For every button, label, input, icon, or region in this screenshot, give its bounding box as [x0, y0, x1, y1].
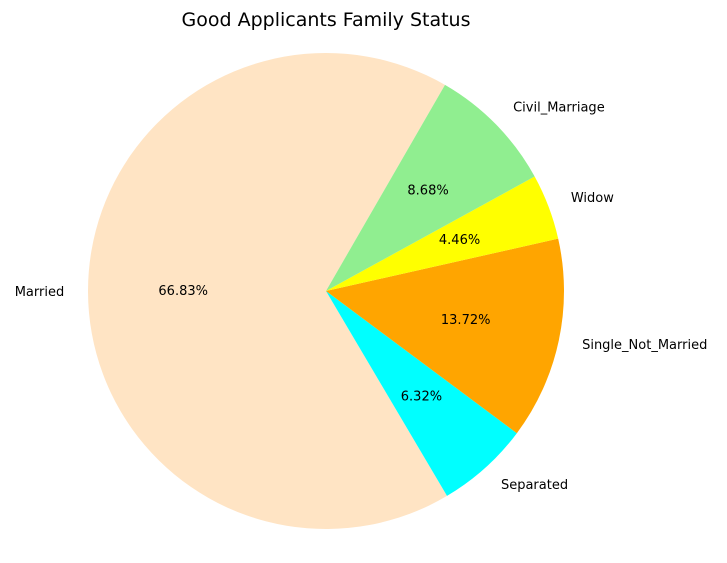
pie-slice-single-not-married	[326, 238, 565, 434]
slices-layer	[88, 53, 565, 530]
slice-category-label: Civil_Marriage	[513, 100, 605, 115]
slice-percent-label: 66.83%	[158, 284, 208, 299]
slice-category-label: Widow	[571, 191, 614, 206]
pie-slice-married	[88, 53, 448, 530]
slice-category-label: Single_Not_Married	[582, 338, 707, 353]
slice-category-label: Separated	[501, 478, 568, 493]
pie-slice-widow	[326, 176, 559, 291]
pie-slice-separated	[326, 291, 517, 496]
slice-percent-label: 13.72%	[441, 313, 491, 328]
slice-percent-label: 4.46%	[439, 233, 480, 248]
slice-category-label: Married	[15, 285, 65, 300]
slice-percent-label: 6.32%	[401, 390, 442, 405]
slice-percent-label: 8.68%	[407, 184, 448, 199]
chart-title: Good Applicants Family Status	[182, 9, 471, 31]
pie-slice-civil-marriage	[326, 84, 535, 291]
labels-layer: 66.83% Married 6.32% Separated 13.72% Single_…	[15, 100, 708, 493]
